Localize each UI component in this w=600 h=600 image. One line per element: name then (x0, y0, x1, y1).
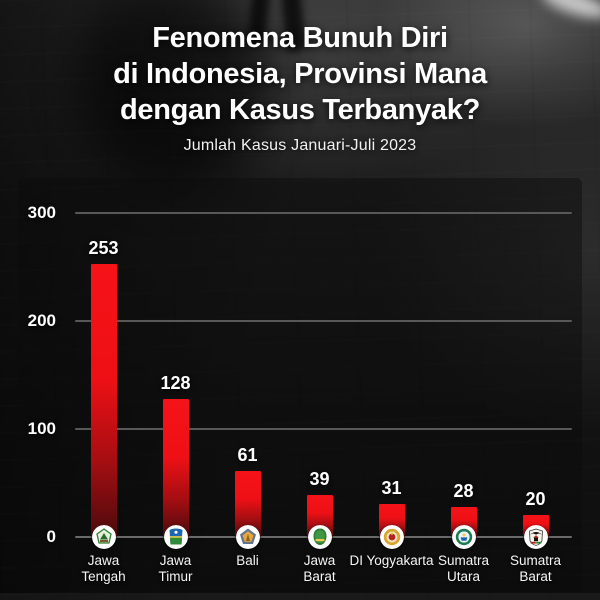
bar-value-label: 31 (381, 477, 402, 498)
category-label: DI Yogyakarta (349, 553, 434, 568)
category-label: Sumatra (437, 553, 490, 568)
bali-emblem (235, 525, 260, 549)
bar-value-label: 20 (525, 489, 546, 510)
category-label: Sumatra (509, 553, 562, 568)
y-axis-tick-label: 0 (46, 527, 56, 546)
bar-value-label: 61 (237, 445, 258, 466)
bar-value-label: 28 (453, 480, 474, 501)
page-title-line-2: di Indonesia, Provinsi Mana (113, 58, 487, 90)
sumatra-barat-emblem (523, 525, 548, 549)
category-label: Bali (236, 553, 259, 568)
sumatra-utara-emblem (451, 525, 476, 549)
category-label: Barat (519, 569, 552, 584)
jawa-timur-emblem (163, 525, 188, 549)
gridline-100 (75, 428, 572, 430)
category-label: Jawa (87, 553, 120, 568)
header: Fenomena Bunuh Diri di Indonesia, Provin… (0, 20, 600, 155)
bar-jawa-tengah (90, 263, 117, 537)
page-title-line-1: Fenomena Bunuh Diri (152, 22, 448, 54)
chart-subtitle: Jumlah Kasus Januari-Juli 2023 (183, 137, 417, 154)
category-label: Jawa (159, 553, 192, 568)
jawa-tengah-emblem (91, 525, 116, 549)
bar-value-label: 253 (88, 237, 119, 258)
category-label: Tengah (81, 569, 126, 584)
category-label: Utara (446, 569, 480, 584)
bar-jawa-timur (162, 398, 189, 537)
page-title-line-3: dengan Kasus Terbanyak? (119, 94, 480, 126)
y-axis-tick-label: 100 (27, 419, 56, 438)
bar-value-label: 128 (160, 372, 191, 393)
category-label: Barat (303, 569, 336, 584)
category-label: Timur (158, 569, 193, 584)
category-label: Jawa (303, 553, 336, 568)
di-yogyakarta-emblem (379, 525, 404, 549)
person-shadow-silhouette (78, 0, 268, 190)
y-axis-tick-label: 200 (27, 311, 56, 330)
y-axis-tick-label: 300 (27, 203, 56, 222)
gridline-200 (75, 320, 572, 322)
gridline-300 (75, 212, 572, 214)
bar-value-label: 39 (309, 468, 330, 489)
floor-edge (0, 593, 600, 600)
jawa-barat-emblem (307, 525, 332, 549)
